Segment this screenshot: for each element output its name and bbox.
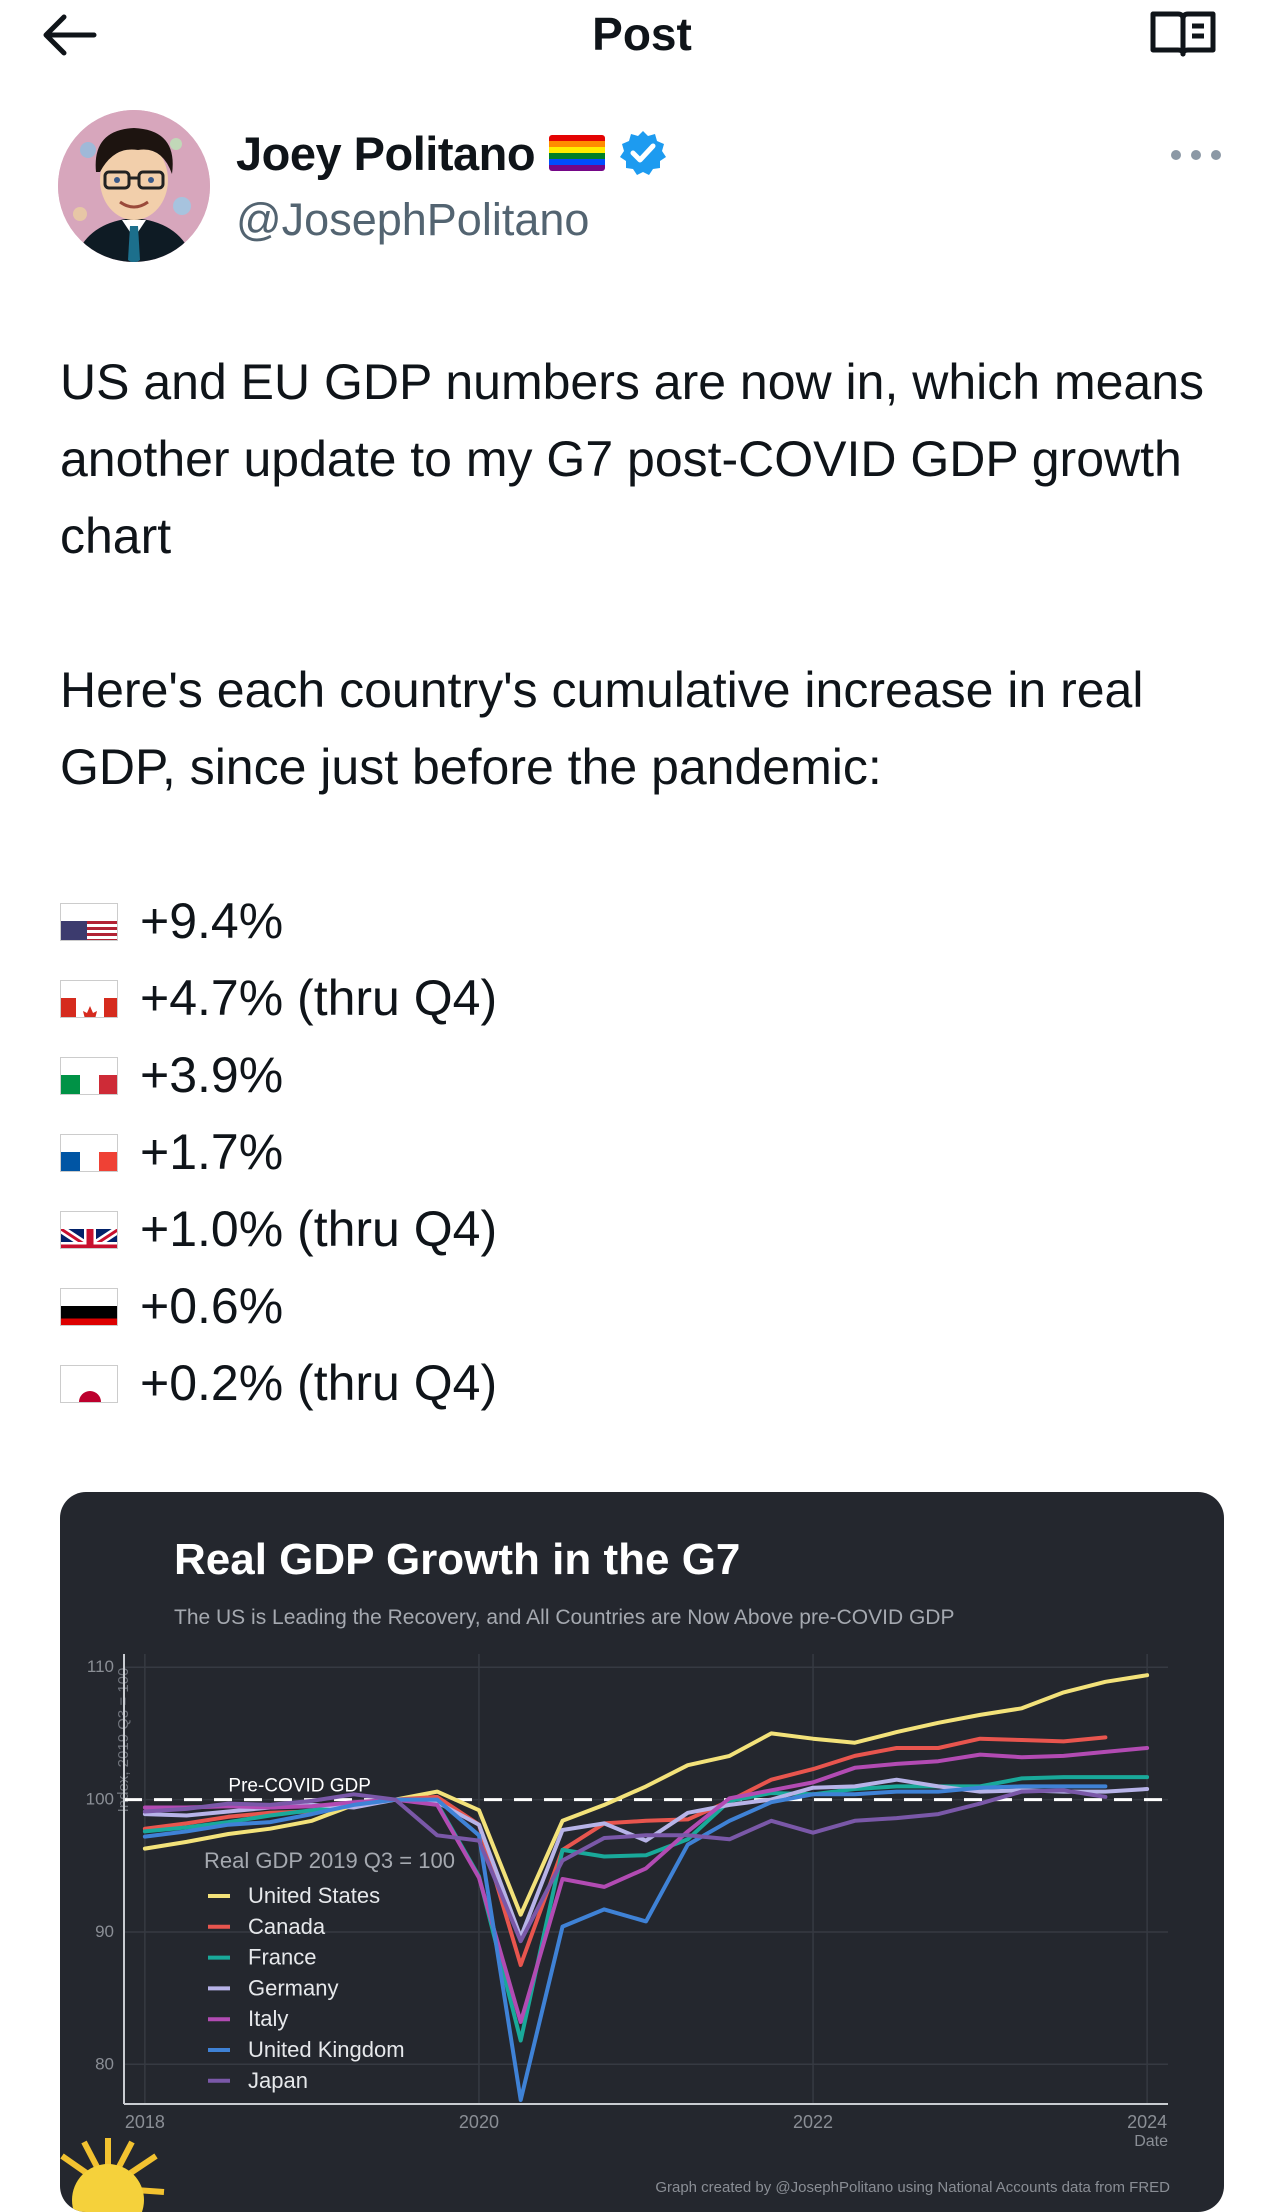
- y-tick-label: 80: [95, 2054, 114, 2073]
- reference-line-label: Pre-COVID GDP: [228, 1776, 371, 1797]
- more-options-button[interactable]: [1166, 140, 1226, 170]
- cartoon-portrait-icon: [58, 110, 210, 262]
- x-tick-label: 2020: [459, 2112, 499, 2132]
- stat-value: +0.2% (thru Q4): [140, 1355, 498, 1411]
- gdp-line-chart: Real GDP Growth in the G7 The US is Lead…: [60, 1535, 1170, 2212]
- series-line-united-states: [142, 1673, 1150, 1917]
- series-line-united-kingdom: [142, 1784, 1108, 2102]
- sun-icon: [60, 2138, 165, 2212]
- paragraph-summary: Here's each country's cumulative increas…: [60, 662, 1144, 795]
- handle[interactable]: @JosephPolitano: [236, 194, 590, 245]
- arrow-left-icon: [43, 14, 97, 56]
- legend-title: Real GDP 2019 Q3 = 100: [204, 1848, 455, 1873]
- chart-subtitle: The US is Leading the Recovery, and All …: [174, 1606, 954, 1629]
- display-name[interactable]: Joey Politano: [236, 126, 536, 180]
- italy-flag-icon: [60, 1056, 118, 1095]
- back-button[interactable]: [40, 8, 110, 62]
- x-tick-label: 2024: [1127, 2112, 1167, 2132]
- series-lines: [142, 1673, 1150, 2102]
- uk-flag-icon: [60, 1210, 118, 1249]
- more-horizontal-icon: [1171, 150, 1221, 160]
- chart-image[interactable]: Real GDP Growth in the G7 The US is Lead…: [60, 1492, 1224, 2212]
- name-row: Joey Politano: [236, 124, 667, 182]
- x-axis-label: Date: [1134, 2133, 1168, 2150]
- stat-row-italy: +3.9%: [60, 1037, 1240, 1114]
- stat-value: +9.4%: [140, 893, 284, 949]
- book-open-icon: [1150, 11, 1216, 57]
- stat-value: +1.7%: [140, 1124, 284, 1180]
- legend-label: Germany: [248, 1975, 338, 2000]
- legend-label: Italy: [248, 2006, 288, 2031]
- chart-title: Real GDP Growth in the G7: [174, 1535, 740, 1584]
- verified-badge-icon: [620, 131, 667, 175]
- post-text: US and EU GDP numbers are now in, which …: [60, 344, 1240, 1422]
- x-tick-label: 2018: [125, 2112, 165, 2132]
- stat-row-japan: +0.2% (thru Q4): [60, 1345, 1240, 1422]
- paragraph-intro: US and EU GDP numbers are now in, which …: [60, 354, 1205, 564]
- france-flag-icon: [60, 1133, 118, 1172]
- chart-credit: Graph created by @JosephPolitano using N…: [655, 2179, 1170, 2196]
- japan-flag-icon: [60, 1364, 118, 1403]
- canada-flag-icon: [60, 979, 118, 1018]
- y-tick-label: 110: [87, 1657, 114, 1676]
- legend-label: Japan: [248, 2068, 308, 2093]
- stat-value: +3.9%: [140, 1047, 284, 1103]
- avatar[interactable]: [58, 110, 210, 262]
- x-tick-label: 2022: [793, 2112, 833, 2132]
- chart-axes: 80 90 100 110 2018 2020 2022 2024: [86, 1654, 1168, 2132]
- legend-label: Canada: [248, 1914, 326, 1939]
- post-author: Joey Politano @JosephPolitano: [58, 110, 1228, 270]
- series-line-japan: [142, 1788, 1108, 1944]
- legend-label: United States: [248, 1883, 380, 1908]
- stat-row-us: +9.4%: [60, 883, 1240, 960]
- stat-value: +1.0% (thru Q4): [140, 1201, 498, 1257]
- legend-label: France: [248, 1945, 316, 1970]
- y-tick-label: 90: [95, 1922, 114, 1941]
- page-title: Post: [592, 8, 692, 60]
- germany-flag-icon: [60, 1287, 118, 1326]
- us-flag-icon: [60, 902, 118, 941]
- stat-row-france: +1.7%: [60, 1114, 1240, 1191]
- stat-row-uk: +1.0% (thru Q4): [60, 1191, 1240, 1268]
- y-tick-label: 100: [86, 1790, 114, 1809]
- rainbow-flag-icon: [549, 135, 606, 171]
- stat-row-canada: +4.7% (thru Q4): [60, 960, 1240, 1037]
- reader-mode-button[interactable]: [1148, 6, 1222, 64]
- legend-label: United Kingdom: [248, 2037, 405, 2062]
- stat-value: +4.7% (thru Q4): [140, 970, 498, 1026]
- stat-row-germany: +0.6%: [60, 1268, 1240, 1345]
- top-bar: Post: [0, 0, 1284, 70]
- chart-legend: Real GDP 2019 Q3 = 100 United States Canad…: [204, 1848, 455, 2093]
- series-line-italy: [142, 1746, 1150, 2024]
- stat-value: +0.6%: [140, 1278, 284, 1334]
